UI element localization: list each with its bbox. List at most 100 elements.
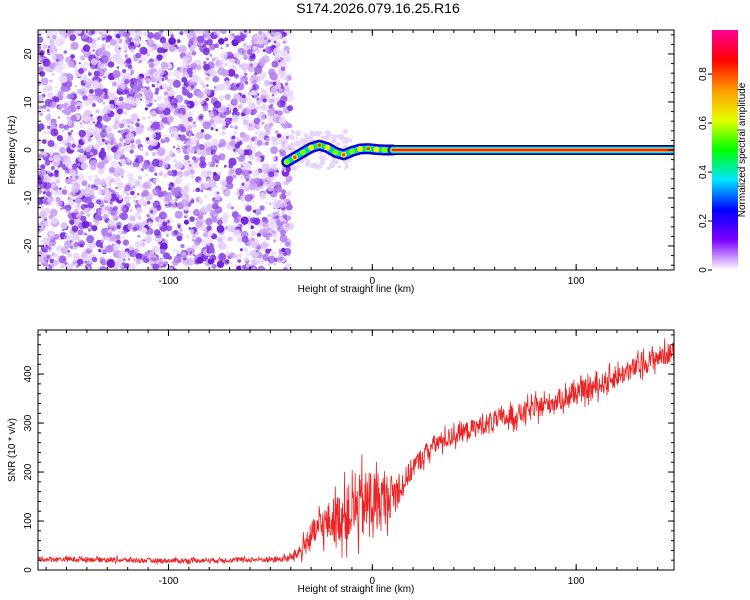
spectrogram-noise-blob bbox=[144, 236, 150, 242]
spectrogram-noise-blob bbox=[52, 252, 59, 259]
spectrogram-noise-blob bbox=[148, 61, 157, 70]
spectrogram-noise-blob bbox=[186, 257, 195, 266]
spectrogram-noise-blob bbox=[43, 131, 46, 134]
spectrogram-noise-blob bbox=[66, 252, 73, 258]
spectrogram-noise-blob bbox=[90, 58, 98, 66]
spectrogram-noise-blob bbox=[145, 80, 150, 84]
spectrogram-noise-blob bbox=[176, 39, 181, 44]
spectrogram-noise-blob bbox=[115, 186, 118, 190]
spectrogram-noise-blob bbox=[87, 137, 92, 142]
spectrogram-noise-blob bbox=[100, 156, 105, 160]
spectrogram-noise-blob bbox=[206, 170, 212, 176]
spectrogram-noise-blob bbox=[80, 162, 89, 170]
spectrogram-noise-blob bbox=[259, 34, 268, 44]
colorbar-tick-label: 0.6 bbox=[698, 116, 709, 130]
spectrogram-noise-blob bbox=[83, 77, 91, 85]
spectrogram-noise-blob bbox=[176, 179, 182, 185]
spectrogram-noise-blob bbox=[47, 45, 51, 49]
spectrogram-noise-blob bbox=[85, 242, 95, 251]
spectrogram-noise-blob bbox=[44, 220, 51, 227]
spectrogram-noise-blob bbox=[281, 59, 287, 65]
spectrogram-noise-blob bbox=[206, 225, 212, 231]
colorbar-ticks: 0 0.2 0.4 0.6 0.8 bbox=[698, 67, 712, 273]
spectrogram-noise-blob bbox=[273, 47, 281, 55]
spectrogram-noise-blob bbox=[280, 143, 286, 148]
spectrogram-noise-blob bbox=[234, 83, 237, 86]
spectrogram-noise-blob bbox=[280, 147, 284, 152]
spectrogram-noise-blob bbox=[173, 255, 182, 264]
spectrogram-noise-blob bbox=[160, 264, 163, 267]
spectrogram-noise-blob bbox=[130, 143, 136, 149]
spectrogram-noise-blob bbox=[245, 259, 249, 262]
spectrogram-noise-blob bbox=[242, 108, 248, 115]
spectrogram-noise-blob bbox=[76, 214, 80, 218]
spectrogram-noise-blob bbox=[108, 57, 112, 61]
spectrogram-noise-blob bbox=[62, 229, 65, 232]
spectrogram-noise-blob bbox=[38, 44, 42, 51]
spectrogram-noise-blob bbox=[243, 70, 247, 73]
spectrogram-noise-blob bbox=[79, 64, 85, 69]
spectrogram-noise-blob bbox=[130, 190, 135, 196]
spectrogram-noise-blob bbox=[158, 103, 166, 111]
spectrogram-noise-blob bbox=[100, 245, 104, 249]
spectrogram-noise-blob bbox=[245, 205, 252, 212]
spectrogram-noise-blob bbox=[43, 66, 50, 73]
chart-title: S174.2026.079.16.25.R16 bbox=[296, 0, 460, 16]
signal-track-core bbox=[366, 146, 370, 151]
spectrogram-noise-blob bbox=[228, 168, 236, 176]
spectrogram-noise-blob bbox=[51, 55, 57, 61]
spectrogram-noise-blob bbox=[286, 201, 292, 206]
spectrogram-noise-blob bbox=[261, 216, 267, 222]
spectrogram-noise-blob bbox=[283, 169, 287, 172]
spectrogram-noise-blob bbox=[215, 207, 221, 213]
spectrogram-noise-blob bbox=[165, 204, 170, 208]
spectrogram-noise-blob bbox=[275, 167, 278, 171]
snr-y-tick-label: 200 bbox=[23, 463, 34, 480]
spectrogram-noise-blob bbox=[107, 219, 115, 227]
spectrogram-noise-blob bbox=[272, 230, 276, 235]
spectrogram-noise-blob bbox=[202, 30, 211, 39]
spectrogram-noise-blob bbox=[187, 182, 191, 186]
spectrogram-faint-blob bbox=[329, 162, 335, 169]
spectrogram-noise-blob bbox=[41, 139, 47, 145]
spectrogram-noise-blob bbox=[90, 114, 93, 117]
spectrogram-noise-blob bbox=[79, 122, 83, 125]
spectrogram-noise-blob bbox=[136, 263, 139, 266]
spectrogram-noise-blob bbox=[213, 86, 217, 89]
spectrogram-noise-blob bbox=[60, 263, 66, 268]
spectrogram-faint-blob bbox=[321, 136, 326, 140]
spectrogram-noise-blob bbox=[142, 243, 145, 246]
spectrogram-noise-blob bbox=[206, 92, 211, 96]
spectrogram-noise-blob bbox=[131, 121, 135, 125]
spectrogram-noise-blob bbox=[203, 232, 208, 237]
spectrogram-noise-blob bbox=[113, 242, 120, 250]
spectrogram-noise-blob bbox=[117, 181, 124, 189]
spectrogram-noise-blob bbox=[85, 266, 91, 270]
spectrogram-noise-blob bbox=[156, 95, 162, 101]
spectrogram-noise-blob bbox=[113, 30, 120, 34]
spectrogram-noise-blob bbox=[204, 73, 207, 76]
spectrogram-noise-blob bbox=[229, 125, 233, 129]
spectrogram-noise-blob bbox=[38, 170, 43, 175]
spectrogram-noise-blob bbox=[202, 48, 210, 56]
spectrogram-noise-blob bbox=[180, 189, 186, 195]
spectrogram-noise-blob bbox=[78, 189, 86, 196]
spectrogram-noise-blob bbox=[186, 86, 192, 91]
spectrogram-noise-blob bbox=[220, 112, 227, 119]
spectrogram-noise-blob bbox=[277, 216, 281, 220]
spectrogram-noise-blob bbox=[275, 130, 279, 135]
spectrogram-noise-blob bbox=[246, 264, 250, 268]
spectrogram-noise-blob bbox=[59, 35, 66, 42]
spectrogram-noise-blob bbox=[104, 205, 110, 211]
spectrogram-noise-blob bbox=[123, 191, 126, 194]
spectrogram-noise-blob bbox=[241, 235, 249, 243]
spectrogram-noise-blob bbox=[115, 262, 122, 268]
spectrogram-noise-blob bbox=[118, 47, 121, 50]
spectrogram-noise-blob bbox=[166, 78, 172, 84]
spectrogram-y-ticks: -20 -10 0 10 20 bbox=[23, 34, 674, 266]
spectrogram-noise-blob bbox=[280, 229, 286, 236]
spectrogram-noise-blob bbox=[238, 253, 242, 258]
spectrogram-noise-blob bbox=[226, 203, 232, 209]
spectrogram-noise-blob bbox=[116, 225, 121, 229]
spectrogram-noise-blob bbox=[220, 215, 229, 224]
